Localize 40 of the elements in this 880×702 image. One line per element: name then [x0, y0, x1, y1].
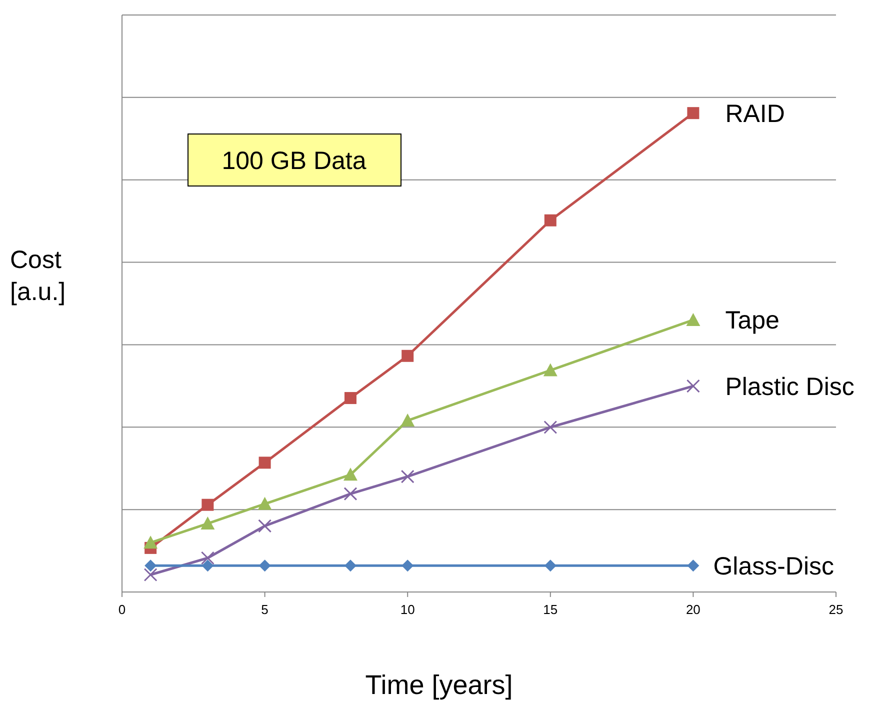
- point: [687, 107, 700, 120]
- point: [200, 551, 214, 565]
- point: [258, 456, 271, 469]
- y-axis-title: Cost [a.u.]: [10, 246, 66, 306]
- point: [402, 560, 414, 572]
- x-tick-label: 15: [543, 602, 558, 617]
- series-label: RAID: [725, 100, 785, 128]
- annotation: 100 GB Data: [222, 146, 366, 175]
- point: [258, 560, 271, 572]
- point: [544, 560, 556, 572]
- point: [544, 420, 558, 434]
- x-axis-title: Time [years]: [365, 670, 513, 700]
- point: [344, 560, 356, 572]
- x-tick-label: 5: [261, 602, 268, 617]
- point: [402, 350, 414, 362]
- x-tick-label: 0: [118, 602, 126, 617]
- point: [687, 560, 700, 572]
- x-tick-label: 25: [828, 602, 844, 617]
- point: [400, 470, 414, 484]
- point: [343, 468, 358, 481]
- series-label: Plastic Disc: [725, 372, 854, 401]
- point: [144, 536, 158, 549]
- point: [344, 487, 358, 501]
- point: [258, 496, 272, 510]
- point: [400, 414, 415, 427]
- point: [258, 519, 272, 533]
- x-tick-label: 10: [400, 602, 415, 617]
- point: [686, 312, 700, 326]
- series-label: Tape: [725, 306, 780, 335]
- series-label: Glass-Disc: [713, 552, 834, 580]
- point: [543, 363, 558, 376]
- point: [686, 379, 700, 393]
- point: [544, 214, 556, 226]
- point: [202, 560, 214, 572]
- point: [200, 516, 215, 530]
- point: [202, 498, 214, 511]
- point: [344, 392, 356, 404]
- x-tick-label: 20: [686, 602, 700, 617]
- point: [144, 560, 157, 572]
- point: [144, 568, 158, 582]
